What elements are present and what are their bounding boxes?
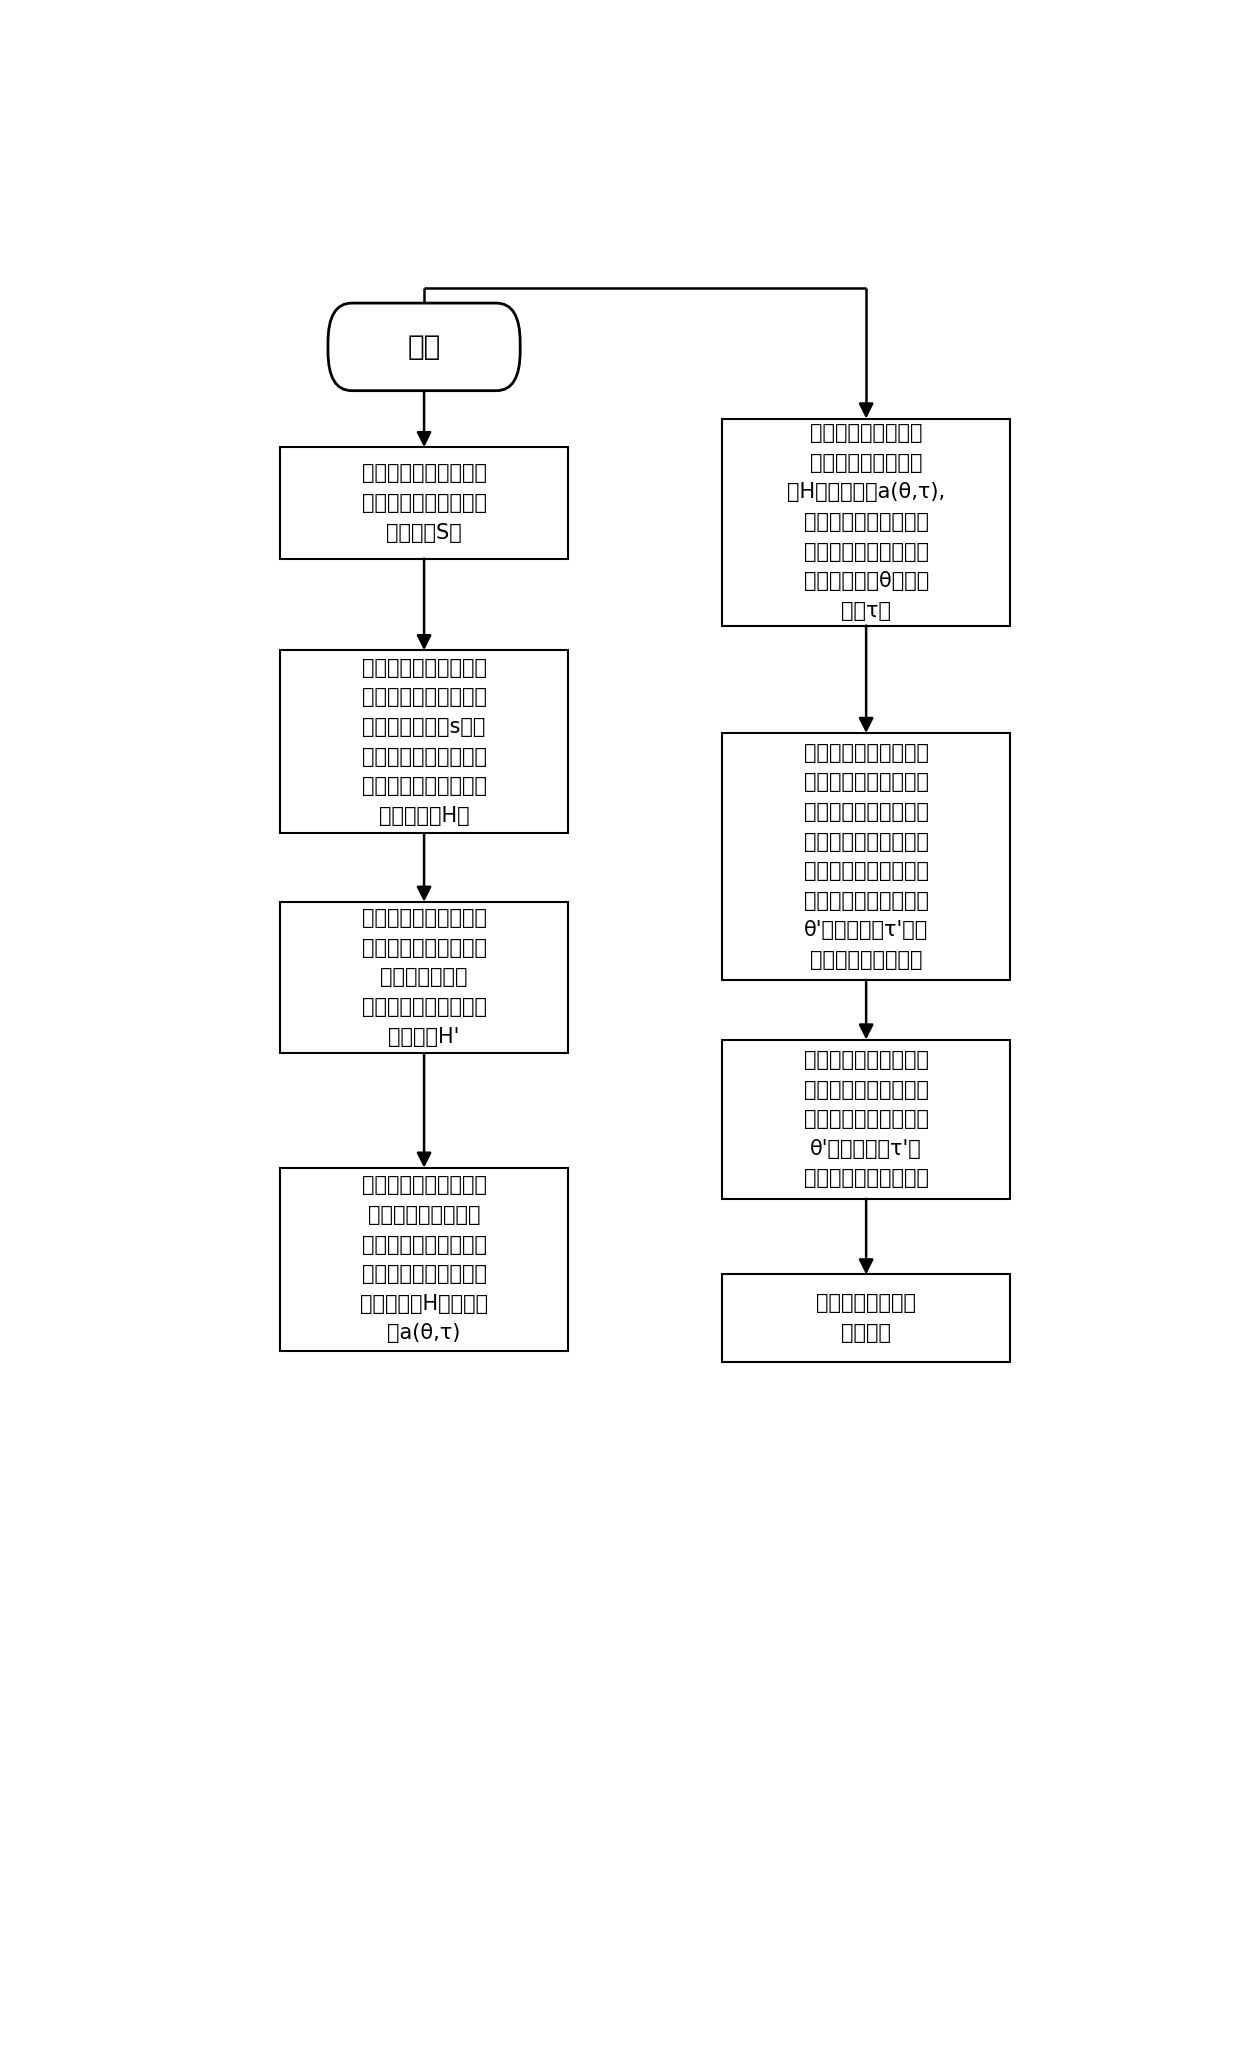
Text: 联合估计单元发布
用户位置: 联合估计单元发布 用户位置 xyxy=(816,1292,916,1342)
Text: 联合估计单元根据各个
无线接入点在各个频点
上的直射路径的到达角
θ'和传播时间τ'信
息，计算出用户位置。: 联合估计单元根据各个 无线接入点在各个频点 上的直射路径的到达角 θ'和传播时间… xyxy=(804,1051,929,1189)
Bar xyxy=(722,1040,1011,1199)
Bar xyxy=(722,418,1011,625)
Bar xyxy=(280,902,568,1053)
Text: 各个无线接入点根据可
能的独立信道数量，
按照子信道和天线序号
的维度，扩展得到的信
道状态信息H和特征向
量a(θ,τ): 各个无线接入点根据可 能的独立信道数量， 按照子信道和天线序号 的维度，扩展得到… xyxy=(360,1175,489,1344)
Bar xyxy=(722,732,1011,980)
Text: 各个无线接入点将分别
根据用户发射的导频或
者其他参考信号s，估
计出用户设备和无线接
入点之间传输信道的实
时状态信息H。: 各个无线接入点将分别 根据用户发射的导频或 者其他参考信号s，估 计出用户设备和… xyxy=(362,658,486,825)
Bar xyxy=(280,649,568,833)
Bar xyxy=(280,447,568,558)
Text: 用户设备向各个无线接
入点发射导频或者其他
参考信号S。: 用户设备向各个无线接 入点发射导频或者其他 参考信号S。 xyxy=(362,463,486,542)
Text: 开始: 开始 xyxy=(408,333,440,362)
Text: 各个无线接入点根据预
设的权重函数，对各条
独立信道分别计算出权
重值，并选出权重值最
大的路径作为直射路径
。其直射路径的到达角
θ'和传播时间τ'将被
传递: 各个无线接入点根据预 设的权重函数，对各条 独立信道分别计算出权 重值，并选出权… xyxy=(804,742,929,970)
Text: 各个无线接入点根据
重构后的信道状态信
息H和特征向量a(θ,τ),
分解出无线接入点和用
户之间各条独立信道最
可能的到达角θ和传播
时间τ。: 各个无线接入点根据 重构后的信道状态信 息H和特征向量a(θ,τ), 分解出无线… xyxy=(787,424,945,620)
Text: 各个无线接入点估计无
线接入点与用户之间的
时偏，并计算出
消除时偏后得到的信道
状态信息H': 各个无线接入点估计无 线接入点与用户之间的 时偏，并计算出 消除时偏后得到的信道… xyxy=(362,908,486,1046)
FancyBboxPatch shape xyxy=(327,304,521,391)
Bar xyxy=(722,1274,1011,1363)
Bar xyxy=(280,1168,568,1350)
